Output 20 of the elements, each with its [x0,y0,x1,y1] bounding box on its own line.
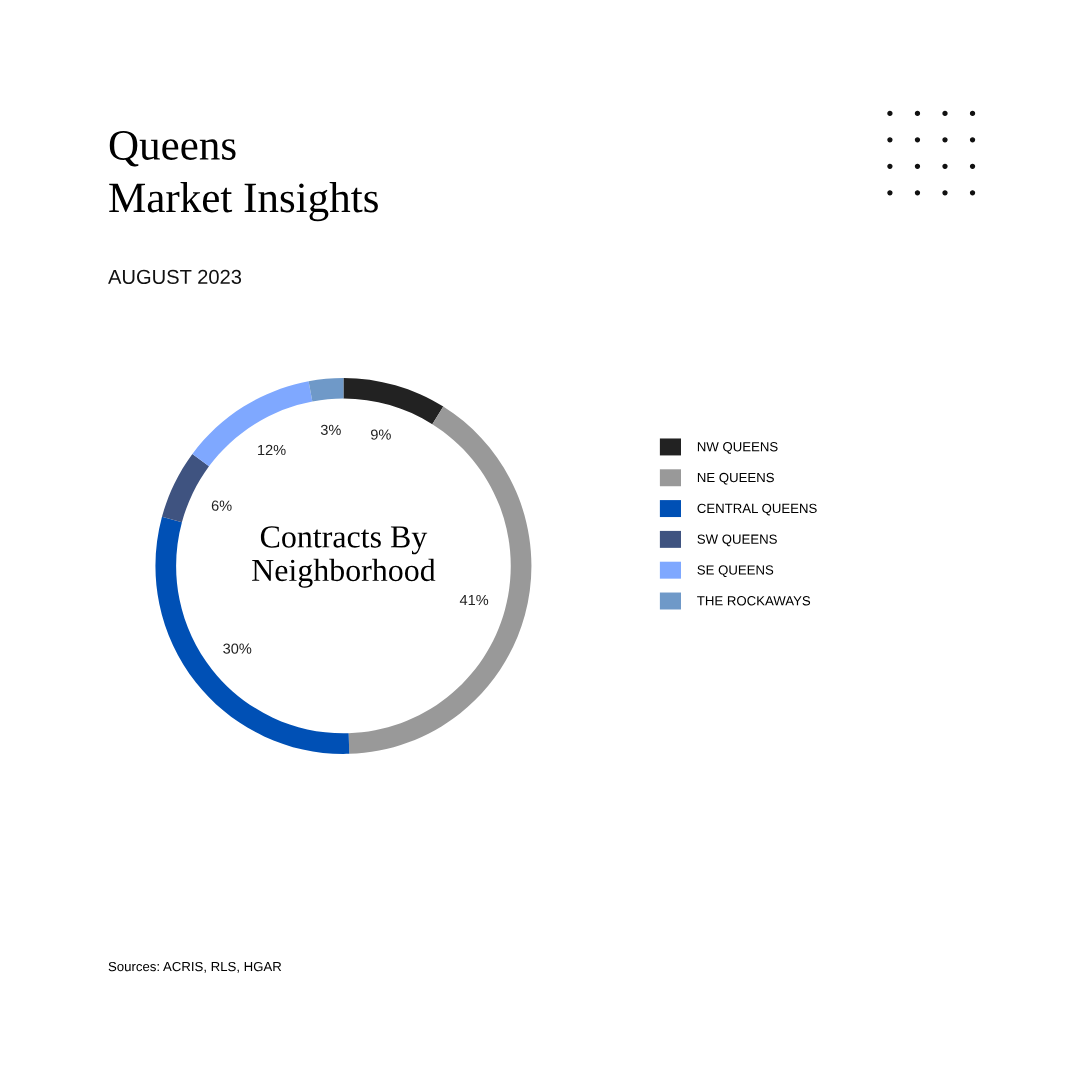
legend-label: SW QUEENS [697,534,777,547]
data-label: 6% [211,500,232,511]
donut-slice [161,454,209,523]
donut-slice [343,377,444,425]
chart-subtitle: AUGUST 2023 [108,269,242,285]
legend-label: SE QUEENS [697,565,774,577]
data-label: 9% [370,429,391,440]
legend-label: NW QUEENS [697,442,778,454]
legend-label: NE QUEENS [697,472,774,485]
donut-slice [192,381,313,467]
legend-label: CENTRAL QUEENS [697,503,817,516]
text: Contracts By Neighborhood [252,526,436,588]
data-label: 12% [258,444,286,456]
source-note: Sources: ACRIS, RLS, HGAR [108,961,282,973]
data-label: 41% [459,594,489,606]
legend-label: THE ROCKAWAYS [697,596,811,606]
data-label: 30% [223,643,252,654]
chart-title: Queens Market Insights [109,130,378,222]
donut-slice [308,377,344,402]
data-label: 3% [320,424,341,436]
